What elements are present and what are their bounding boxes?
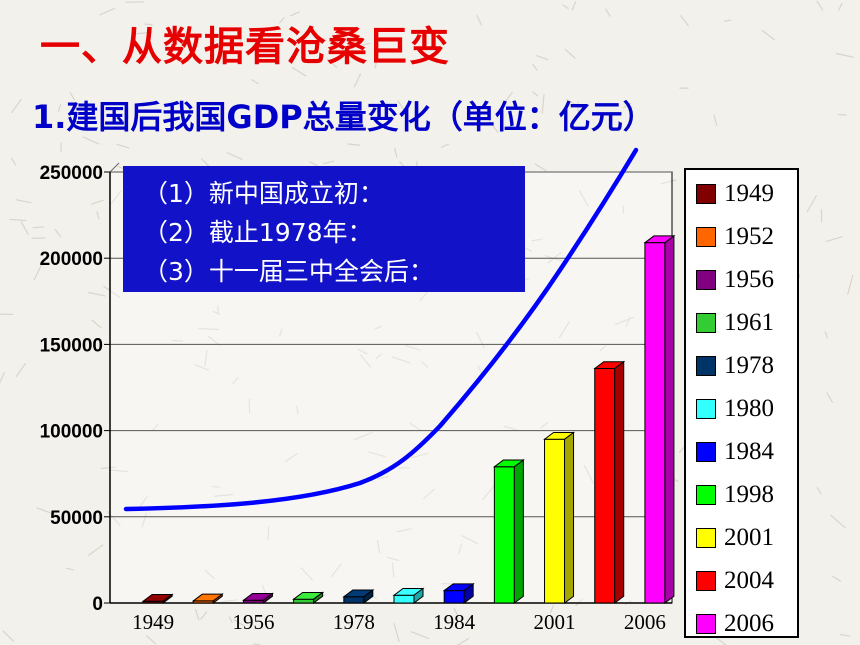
legend-swatch: [696, 355, 716, 376]
x-tick-label: 1978: [333, 610, 375, 634]
legend-swatch: [696, 269, 716, 290]
legend-label: 1961: [724, 308, 774, 336]
legend-item-1980: 1980: [686, 387, 797, 430]
x-tick-label: 2006: [624, 610, 666, 634]
x-tick-label: 2001: [534, 610, 576, 634]
chart-subtitle: 1.建国后我国GDP总量变化（单位：亿元）: [32, 98, 655, 136]
legend-swatch: [696, 527, 716, 548]
legend-swatch: [696, 312, 716, 333]
bar-2004: [593, 360, 626, 604]
legend-label: 1952: [724, 222, 774, 250]
legend-label: 2006: [724, 609, 774, 637]
legend-label: 1980: [724, 394, 774, 422]
bar-1961: [292, 591, 325, 604]
bar-2001: [543, 431, 576, 604]
trend-curve: [123, 147, 639, 512]
x-tick-label: 1984: [433, 610, 476, 634]
legend-item-2006: 2006: [686, 602, 797, 645]
note-box: （1）新中国成立初： （2）截止1978年： （3）十一届三中全会后：: [123, 166, 525, 292]
bar-1978: [342, 589, 375, 604]
legend-item-1978: 1978: [686, 344, 797, 387]
bar-1984: [442, 582, 475, 604]
y-tick-label: 200000: [40, 249, 103, 270]
legend-swatch: [696, 570, 716, 591]
x-tick-label: 1949: [132, 610, 174, 634]
legend-swatch: [696, 226, 716, 247]
legend-swatch: [696, 484, 716, 505]
note-line-2: （2）截止1978年：: [143, 218, 373, 247]
note-line-3: （3）十一届三中全会后：: [143, 257, 434, 286]
y-tick-label: 250000: [40, 163, 103, 184]
slide-title: 一、从数据看沧桑巨变: [40, 24, 450, 70]
chart-legend: 1949 1952 1956 1961 1978 1980 1984 1998 2001 2004…: [684, 168, 799, 638]
legend-item-1949: 1949: [686, 172, 797, 215]
legend-label: 1956: [724, 265, 774, 293]
y-tick-label: 100000: [40, 422, 103, 443]
y-tick-label: 0: [92, 594, 103, 615]
legend-swatch: [696, 441, 716, 462]
legend-label: 1984: [724, 437, 774, 465]
legend-item-2001: 2001: [686, 516, 797, 559]
legend-item-2004: 2004: [686, 559, 797, 602]
legend-label: 1998: [724, 480, 774, 508]
legend-item-1956: 1956: [686, 258, 797, 301]
bar-1952: [191, 593, 224, 604]
legend-label: 1978: [724, 351, 774, 379]
legend-item-1952: 1952: [686, 215, 797, 258]
legend-swatch: [696, 398, 716, 419]
note-line-1: （1）新中国成立初：: [143, 179, 384, 208]
legend-label: 1949: [724, 179, 774, 207]
legend-item-1984: 1984: [686, 430, 797, 473]
bar-1956: [241, 592, 274, 604]
bar-1949: [141, 593, 174, 604]
bar-1980: [392, 587, 425, 604]
legend-swatch: [696, 613, 716, 634]
y-tick-label: 50000: [50, 508, 103, 529]
legend-swatch: [696, 183, 716, 204]
bar-1998: [492, 459, 525, 604]
legend-label: 2004: [724, 566, 774, 594]
legend-item-1998: 1998: [686, 473, 797, 516]
x-tick-label: 1956: [232, 610, 274, 634]
bar-2006: [643, 234, 676, 604]
y-tick-label: 150000: [40, 335, 103, 356]
legend-item-1961: 1961: [686, 301, 797, 344]
legend-label: 2001: [724, 523, 774, 551]
